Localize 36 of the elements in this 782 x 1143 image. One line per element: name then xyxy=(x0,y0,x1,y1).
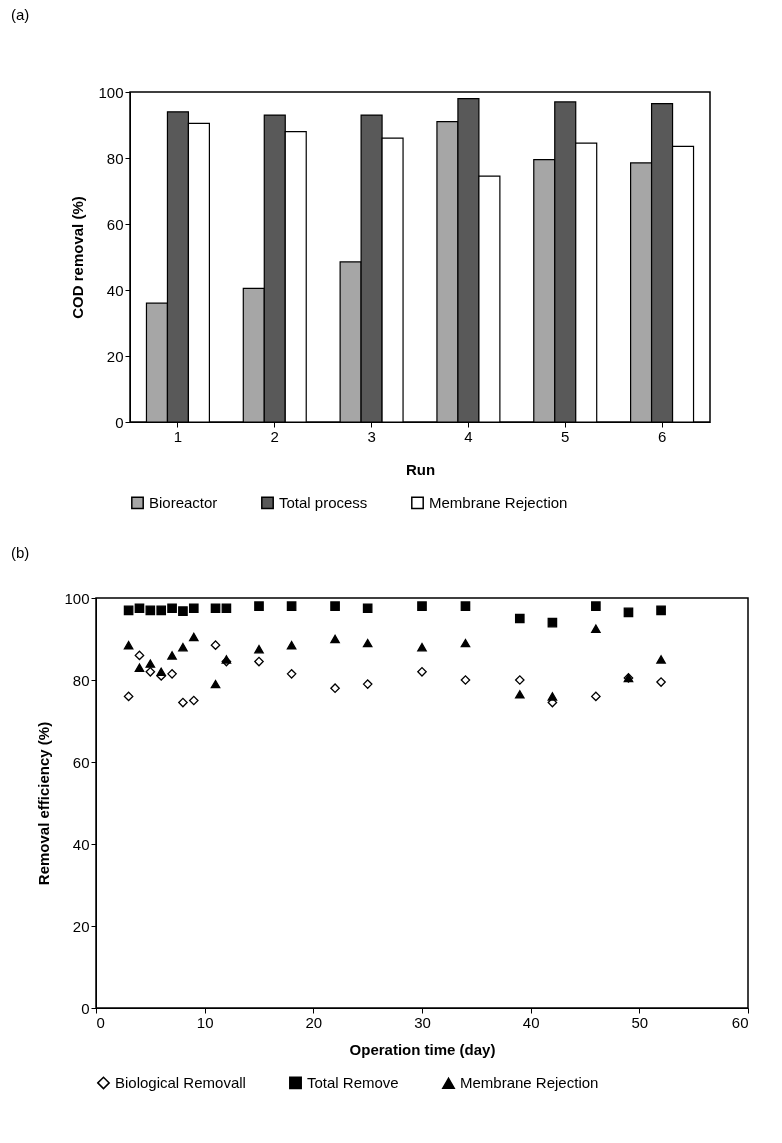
x-tick-label: 20 xyxy=(305,1013,323,1031)
y-tick-label: 20 xyxy=(72,917,90,935)
x-tick-label: 4 xyxy=(464,427,473,445)
x-axis-title: Run xyxy=(405,460,436,478)
x-axis-title: Operation time (day) xyxy=(349,1040,496,1058)
y-tick-label: 60 xyxy=(106,215,124,233)
chart-title: (a) xyxy=(10,6,30,23)
y-tick-label: 40 xyxy=(72,835,90,853)
y-tick-label: 100 xyxy=(64,589,90,607)
x-tick-label: 10 xyxy=(196,1013,214,1031)
legend-label: Total process xyxy=(279,493,368,511)
x-tick-label: 5 xyxy=(561,427,570,445)
y-tick-label: 80 xyxy=(106,149,124,167)
legend-label: Membrane Rejection xyxy=(429,493,568,511)
x-tick-label: 2 xyxy=(270,427,279,445)
y-tick-label: 80 xyxy=(72,671,90,689)
x-tick-label: 1 xyxy=(173,427,183,445)
y-tick-label: 60 xyxy=(72,753,90,771)
legend-label: Biological Removall xyxy=(115,1073,246,1091)
chart-title: (b) xyxy=(10,544,30,561)
legend-label: Membrane Rejection xyxy=(460,1074,599,1092)
y-axis-title: COD removal (%) xyxy=(69,196,87,319)
x-tick-label: 3 xyxy=(367,427,376,445)
legend-label: Bioreactor xyxy=(149,493,218,511)
x-tick-label: 40 xyxy=(522,1013,540,1031)
x-tick-label: 6 xyxy=(657,427,667,445)
x-tick-label: 50 xyxy=(631,1013,649,1031)
x-tick-label: 30 xyxy=(414,1013,431,1031)
y-axis-title: Removal efficiency (%) xyxy=(35,721,53,886)
x-tick-label: 60 xyxy=(731,1013,749,1031)
y-tick-label: 40 xyxy=(106,281,124,299)
y-tick-label: 100 xyxy=(98,83,124,101)
y-tick-label: 0 xyxy=(81,999,90,1017)
legend-label: Total Remove xyxy=(307,1073,399,1091)
y-tick-label: 20 xyxy=(106,347,124,365)
y-tick-label: 0 xyxy=(115,413,124,431)
